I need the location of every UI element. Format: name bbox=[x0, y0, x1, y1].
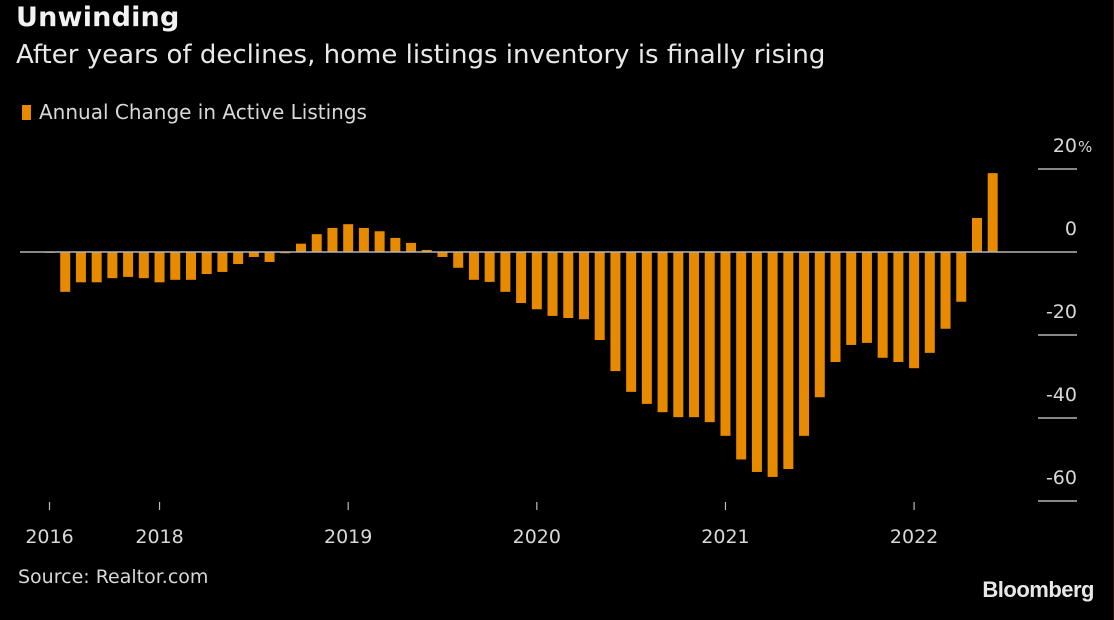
bar bbox=[626, 252, 637, 392]
bar bbox=[296, 243, 307, 252]
x-tick-label: 2016 bbox=[25, 526, 73, 548]
bar bbox=[60, 252, 71, 292]
bar bbox=[704, 252, 715, 423]
bar bbox=[924, 252, 935, 353]
bar bbox=[248, 252, 259, 257]
bar bbox=[516, 252, 527, 304]
y-tick-label: -20 bbox=[1046, 301, 1077, 323]
bar bbox=[657, 252, 668, 413]
bar bbox=[830, 252, 841, 362]
bar bbox=[547, 252, 558, 316]
bar bbox=[390, 237, 401, 252]
bar bbox=[956, 252, 967, 302]
bar bbox=[814, 252, 825, 398]
y-tick-label: 20 bbox=[1053, 135, 1077, 157]
bar bbox=[861, 252, 872, 343]
bar bbox=[641, 252, 652, 404]
chart-title: Unwinding bbox=[16, 2, 180, 33]
chart-subtitle: After years of declines, home listings i… bbox=[16, 40, 826, 70]
bar bbox=[311, 234, 322, 252]
bar bbox=[940, 252, 951, 329]
bloomberg-logo: Bloomberg bbox=[982, 577, 1094, 602]
bar bbox=[987, 173, 998, 252]
bar bbox=[531, 252, 542, 310]
bar bbox=[91, 252, 102, 283]
bar bbox=[736, 252, 747, 460]
bar bbox=[909, 252, 920, 369]
bar bbox=[437, 252, 448, 257]
x-tick-label: 2020 bbox=[513, 526, 561, 548]
legend-swatch bbox=[22, 104, 31, 120]
bar bbox=[673, 252, 684, 418]
bar bbox=[767, 252, 778, 477]
bar bbox=[877, 252, 888, 358]
bar bbox=[578, 252, 589, 320]
bar bbox=[563, 252, 574, 318]
bar bbox=[594, 252, 605, 340]
y-tick-label: 0 bbox=[1065, 218, 1077, 240]
bar bbox=[343, 224, 354, 252]
bar bbox=[107, 252, 118, 279]
y-axis: %20 0 -20 -40 -60 bbox=[1038, 135, 1092, 502]
bar bbox=[453, 252, 464, 268]
bar bbox=[689, 252, 700, 418]
bar bbox=[893, 252, 904, 362]
legend-label: Annual Change in Active Listings bbox=[39, 100, 367, 124]
bar bbox=[201, 252, 212, 274]
bar bbox=[468, 252, 479, 280]
bar bbox=[374, 231, 385, 252]
y-tick-label: -60 bbox=[1046, 467, 1077, 489]
bar bbox=[264, 252, 275, 262]
source-note: Source: Realtor.com bbox=[18, 566, 209, 588]
bar bbox=[185, 252, 196, 280]
bar bbox=[327, 227, 338, 252]
bar bbox=[217, 252, 228, 272]
bar bbox=[75, 252, 86, 283]
bar bbox=[123, 252, 134, 277]
bar bbox=[154, 252, 165, 283]
bar bbox=[971, 217, 982, 252]
bar bbox=[720, 252, 731, 436]
bar bbox=[610, 252, 621, 372]
bars-group bbox=[44, 173, 998, 477]
bar bbox=[846, 252, 857, 345]
x-tick-label: 2021 bbox=[701, 526, 749, 548]
bar bbox=[783, 252, 794, 470]
y-tick-percent-sign: % bbox=[1078, 138, 1092, 156]
x-tick-label: 2019 bbox=[324, 526, 372, 548]
bar bbox=[500, 252, 511, 292]
x-axis: 2016 2018 2019 2020 2021 2022 bbox=[25, 502, 938, 548]
x-tick-label: 2018 bbox=[135, 526, 183, 548]
bar bbox=[421, 249, 432, 252]
bar bbox=[138, 252, 149, 279]
bar bbox=[799, 252, 810, 436]
bar bbox=[233, 252, 244, 265]
legend: Annual Change in Active Listings bbox=[22, 100, 367, 124]
bar bbox=[358, 227, 369, 252]
bar bbox=[406, 242, 417, 252]
bar bbox=[170, 252, 181, 280]
x-tick-label: 2022 bbox=[890, 526, 938, 548]
bar bbox=[484, 252, 495, 282]
bar bbox=[751, 252, 762, 472]
y-tick-label: -40 bbox=[1046, 384, 1077, 406]
